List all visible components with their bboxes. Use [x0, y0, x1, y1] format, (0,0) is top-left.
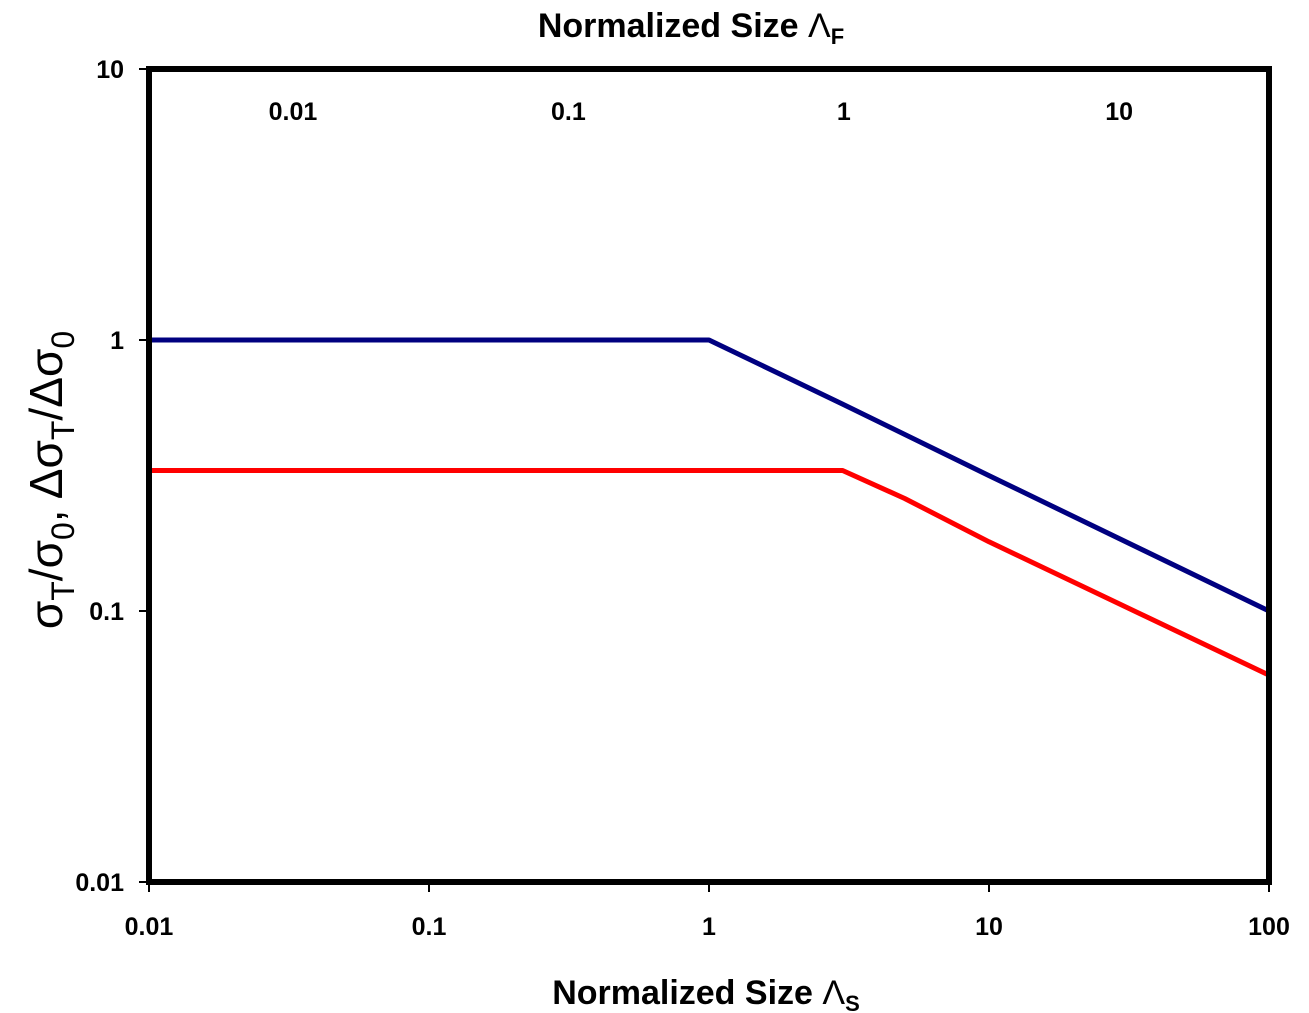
- y-tick-label: 0.1: [89, 598, 124, 626]
- x-tick-label: 10: [975, 913, 1003, 941]
- x-tick-label: 100: [1248, 913, 1290, 941]
- x-tick-label: 0.1: [412, 913, 447, 941]
- x-tick-label: 0.01: [125, 913, 174, 941]
- top-x-tick-label: 0.01: [269, 98, 318, 126]
- top-x-tick-label: 1: [837, 98, 851, 126]
- plot-frame: [146, 66, 1272, 885]
- top-x-axis-title: Normalized Size ΛF: [538, 7, 844, 49]
- y-tick-label: 10: [96, 56, 124, 84]
- top-x-tick-label: 10: [1105, 98, 1133, 126]
- x-tick-label: 1: [702, 913, 716, 941]
- y-tick-label: 0.01: [75, 869, 124, 897]
- series-line-2: [149, 468, 1271, 678]
- y-axis-title: σT/σ0, ΔσT/Δσ0: [20, 331, 81, 629]
- x-axis-title: Normalized Size ΛS: [552, 974, 860, 1013]
- series-layer: [149, 337, 1271, 678]
- top-x-tick-label: 0.1: [551, 98, 586, 126]
- series-line-1: [149, 337, 1271, 614]
- y-tick-label: 1: [110, 327, 124, 355]
- label-layer: Normalized Size ΛS Normalized Size ΛF σT/σ…: [20, 7, 860, 1013]
